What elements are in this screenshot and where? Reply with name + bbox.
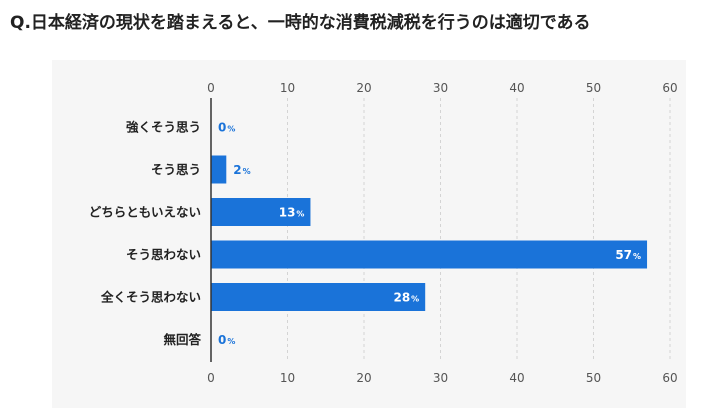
value-label: 0% [218,121,235,135]
x-tick-label-top: 60 [662,81,677,95]
category-label: そう思わない [126,247,201,262]
category-label: どちらともいえない [89,205,201,220]
x-tick-label-bottom: 20 [356,371,371,385]
value-label: 28% [393,291,419,305]
x-tick-label-top: 30 [433,81,448,95]
bar [211,240,648,269]
value-label: 2% [233,163,250,177]
bar [211,283,426,311]
x-tick-label-bottom: 30 [433,371,448,385]
category-label: 強くそう思う [126,120,201,135]
bar [211,198,311,226]
category-label: 全くそう思わない [100,290,201,305]
x-tick-label-top: 0 [207,81,215,95]
value-label: 0% [218,333,235,347]
value-label: 57% [615,248,641,262]
chart-panel [52,60,686,408]
chart-title: Q.日本経済の現状を踏まえると、一時的な消費税減税を行うのは適切である [10,13,591,33]
x-tick-label-bottom: 50 [586,371,601,385]
value-label: 13% [279,206,305,220]
x-tick-label-bottom: 0 [207,371,215,385]
x-tick-label-top: 10 [280,81,295,95]
bar [211,155,227,184]
x-tick-label-top: 20 [356,81,371,95]
x-tick-label-bottom: 40 [509,371,524,385]
category-label: 無回答 [163,332,201,347]
category-label: そう思う [151,162,201,177]
x-tick-label-bottom: 10 [280,371,295,385]
x-tick-label-bottom: 60 [662,371,677,385]
x-tick-label-top: 50 [586,81,601,95]
x-tick-label-top: 40 [509,81,524,95]
